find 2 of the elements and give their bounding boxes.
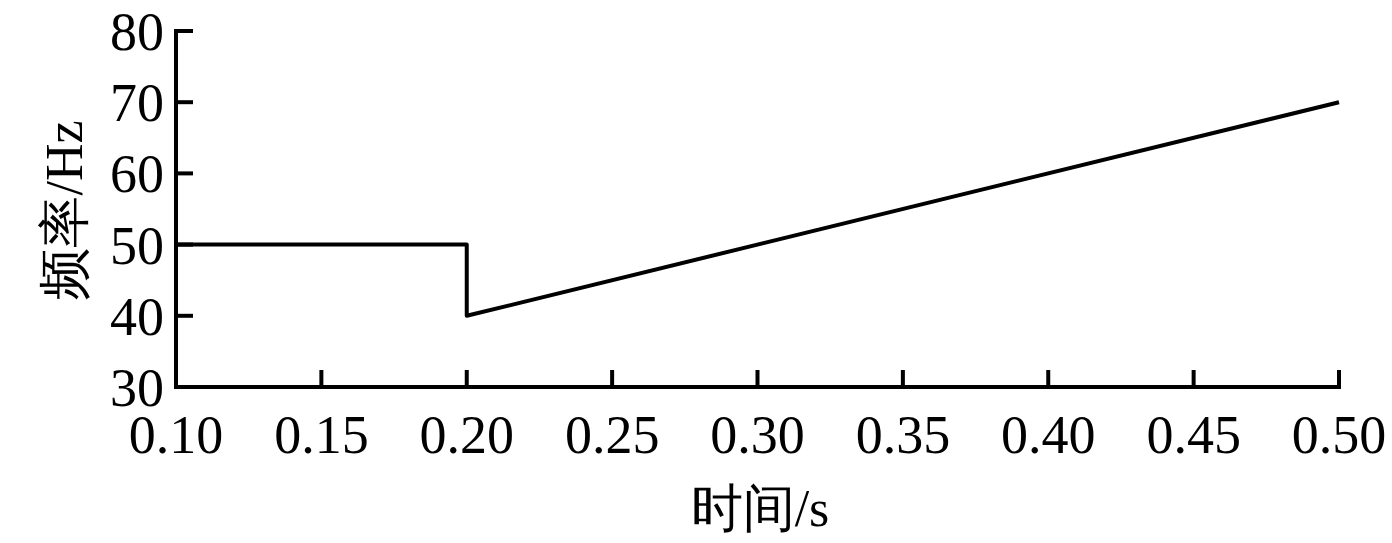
x-axis-title: 时间/s: [690, 480, 830, 537]
y-axis-title: 频率/Hz: [36, 120, 93, 300]
